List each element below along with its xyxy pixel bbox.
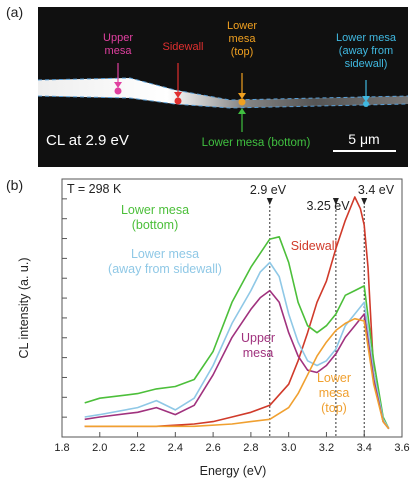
series-label-lower-mesa-bottom-line2: (bottom)	[132, 218, 179, 232]
arrowhead-upper-mesa	[114, 82, 122, 88]
temperature-label: T = 298 K	[67, 182, 122, 196]
label-lower-mesa-top-line3: (top)	[231, 46, 254, 58]
label-lower-mesa-top-line1: Lower	[227, 20, 257, 32]
peak-arrowhead	[266, 198, 273, 205]
series-label-lower-mesa-top-line1: Lower	[317, 371, 351, 385]
x-tick-label: 2.2	[130, 442, 145, 454]
plot-frame	[61, 178, 403, 438]
x-ticks: 1.8 2.0 2.2 2.4 2.6 2.8 3.0 3.2 3.4 3.6	[54, 432, 410, 454]
marker-lower-mesa-top	[238, 98, 246, 106]
y-axis-label: CL intensity (a. u.)	[17, 258, 31, 359]
label-lower-mesa-away-line1: Lower mesa	[336, 32, 397, 44]
series-line-upper-mesa	[84, 289, 390, 430]
label-lower-mesa-away-line2: (away from	[339, 45, 393, 57]
label-lower-mesa-away-line3: sidewall)	[345, 58, 388, 70]
x-tick-label: 3.0	[281, 442, 296, 454]
arrowhead-lower-mesa-away	[362, 96, 370, 102]
x-tick-label: 1.8	[54, 442, 69, 454]
peak-label-3-4: 3.4 eV	[358, 183, 395, 197]
panel-b-label: (b)	[6, 177, 24, 193]
marker-sidewall	[174, 97, 182, 105]
series-label-upper-mesa-line2: mesa	[243, 346, 274, 360]
arrowhead-lower-mesa-bottom	[238, 108, 246, 114]
label-upper-mesa-line2: mesa	[105, 45, 133, 57]
label-sidewall: Sidewall	[163, 41, 204, 53]
series-label-lower-mesa-away-line2: (away from sidewall)	[108, 262, 222, 276]
peak-label-3-25: 3.25 eV	[306, 199, 350, 213]
arrowhead-lower-mesa-top	[238, 93, 246, 99]
x-tick-label: 3.2	[319, 442, 334, 454]
panel-b: 1.8 2.0 2.2 2.4 2.6 2.8 3.0 3.2 3.4 3.6 Energy (e…	[17, 178, 410, 478]
series-lines	[84, 196, 390, 430]
cl-caption: CL at 2.9 eV	[46, 132, 129, 149]
x-tick-label: 2.8	[243, 442, 258, 454]
x-tick-label: 3.6	[394, 442, 409, 454]
series-line-sidewall	[84, 196, 390, 430]
x-tick-label: 3.4	[357, 442, 372, 454]
series-label-lower-mesa-away-line1: Lower mesa	[131, 247, 199, 261]
peak-arrowhead	[332, 198, 339, 205]
series-label-sidewall: Sidewall	[291, 239, 338, 253]
peak-lines	[266, 198, 368, 437]
panel-a-label: (a)	[6, 4, 24, 20]
peak-label-2-9: 2.9 eV	[250, 183, 287, 197]
scale-bar-label: 5 μm	[348, 131, 379, 147]
upper-edge-dashed-line	[37, 77, 409, 101]
series-line-lower-mesa-top	[84, 317, 390, 430]
series-label-lower-mesa-top-line2: mesa	[319, 386, 350, 400]
peak-arrowhead	[361, 198, 368, 205]
y-ticks	[62, 198, 67, 418]
marker-lower-mesa-away	[363, 101, 369, 107]
series-label-upper-mesa-line1: Upper	[241, 331, 275, 345]
series-label-lower-mesa-bottom-line1: Lower mesa	[121, 203, 189, 217]
label-lower-mesa-top-line2: mesa	[229, 33, 257, 45]
series-line-lower-mesa-bottom	[84, 236, 390, 430]
x-axis-label: Energy (eV)	[200, 464, 267, 478]
label-lower-mesa-bottom: Lower mesa (bottom)	[202, 137, 311, 149]
label-upper-mesa-line1: Upper	[103, 32, 133, 44]
panel-a: Upper mesa Sidewall Lower mesa (top) Low…	[37, 7, 409, 167]
series-line-lower-mesa-away	[84, 261, 390, 430]
x-tick-label: 2.0	[92, 442, 107, 454]
series-label-lower-mesa-top-line3: (top)	[321, 401, 347, 415]
arrowhead-sidewall	[174, 92, 182, 98]
cl-emission-band	[38, 78, 408, 108]
x-tick-label: 2.4	[168, 442, 183, 454]
marker-upper-mesa	[114, 87, 122, 95]
x-tick-label: 2.6	[205, 442, 220, 454]
